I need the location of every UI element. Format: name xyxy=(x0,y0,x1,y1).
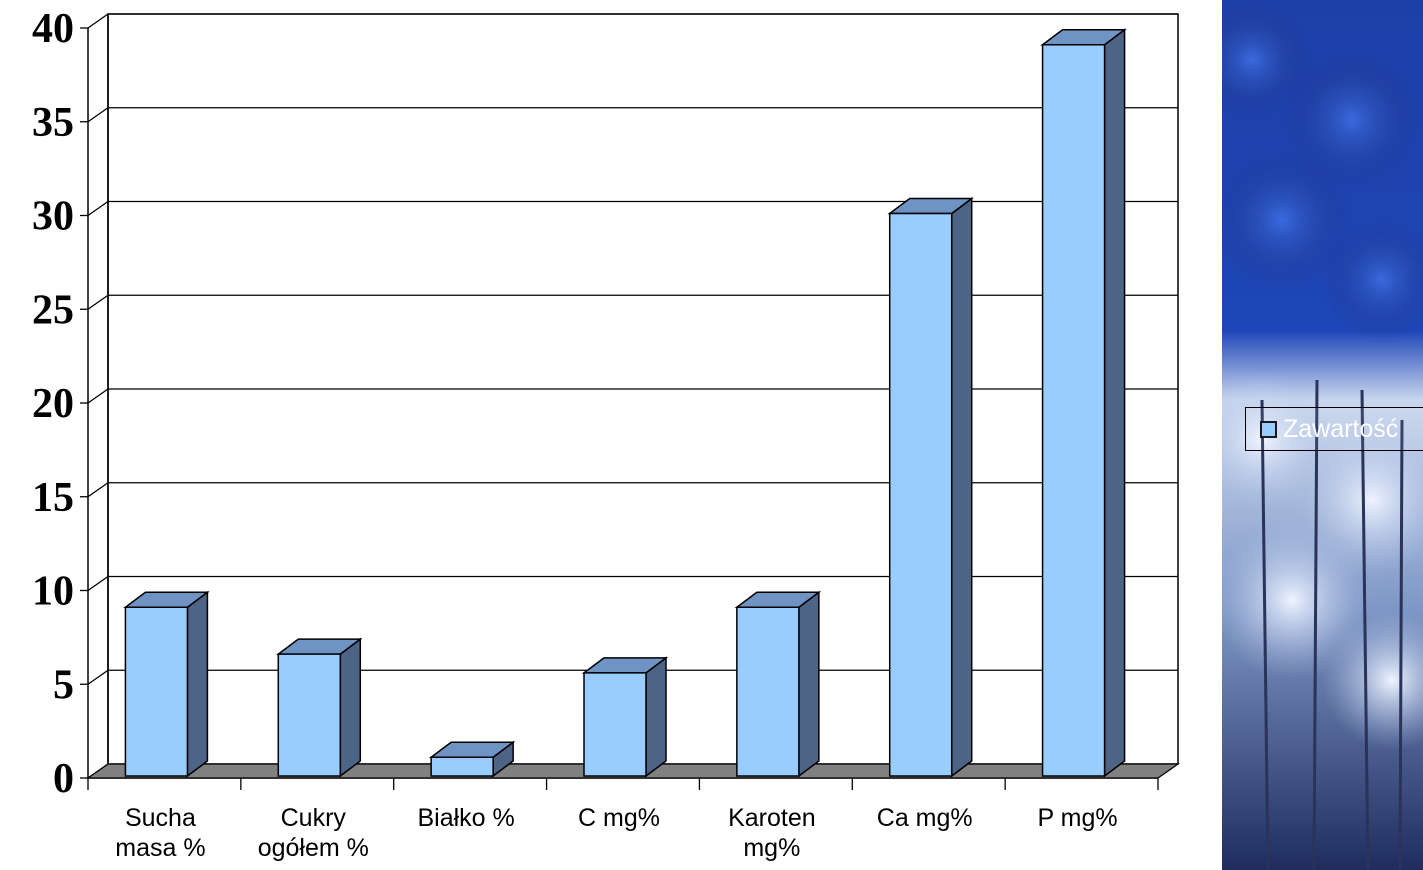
side-wall-line xyxy=(87,482,109,498)
x-tick-label: Białko % xyxy=(418,804,515,832)
bar-side xyxy=(186,590,209,778)
bar xyxy=(581,656,669,778)
bar xyxy=(276,637,363,778)
bar xyxy=(123,590,210,778)
legend-swatch xyxy=(1260,420,1277,438)
y-tick-label: 5 xyxy=(53,662,74,708)
x-tick-label: Karoten mg% xyxy=(728,804,816,862)
bar-front xyxy=(430,756,494,777)
y-tick-label: 35 xyxy=(32,100,74,146)
snowy-forest-photo xyxy=(1222,0,1423,870)
x-tick-label: P mg% xyxy=(1038,804,1118,832)
side-wall-line xyxy=(87,107,109,123)
x-tick-labels: Sucha masa % Cukry ogółem % Białko % C mg% Kar… xyxy=(115,804,1117,862)
side-wall-line xyxy=(87,575,109,592)
bar-side xyxy=(950,197,973,778)
legend: Zawartość xyxy=(1245,407,1423,451)
bar-front xyxy=(736,606,800,777)
bar-side xyxy=(798,590,820,778)
y-tick-labels: 0 5 10 15 20 25 30 35 40 xyxy=(32,6,74,802)
bar-front xyxy=(124,606,189,777)
x-tick-label: Ca mg% xyxy=(877,804,973,832)
side-wall-line xyxy=(87,200,109,217)
y-tick-label: 0 xyxy=(53,756,74,802)
bar-front xyxy=(583,672,647,777)
bar-side xyxy=(339,637,362,778)
side-wall-line xyxy=(87,388,109,404)
bar-chart: 0 5 10 15 20 25 30 35 40 Sucha masa % Cukry ogółem … xyxy=(32,6,1181,862)
y-tick-label: 15 xyxy=(32,475,74,521)
y-tick-label: 20 xyxy=(32,381,74,427)
bar xyxy=(428,740,516,778)
bar-front xyxy=(1041,44,1106,777)
bar xyxy=(734,590,822,778)
side-wall-line xyxy=(87,294,109,310)
gridlines xyxy=(87,13,1179,779)
y-tick-label: 30 xyxy=(32,194,74,240)
bar-side xyxy=(1103,28,1126,778)
y-tick-label: 25 xyxy=(32,287,74,333)
legend-label: Zawartość xyxy=(1283,414,1399,443)
x-tick-label: Sucha masa % xyxy=(115,804,205,862)
bar xyxy=(887,197,974,778)
y-tick-label: 10 xyxy=(32,569,74,615)
bar xyxy=(1040,28,1127,778)
y-tick-label: 40 xyxy=(32,6,74,52)
x-tick-label: C mg% xyxy=(578,804,660,832)
bar-front xyxy=(277,653,342,777)
bar-side xyxy=(645,656,667,778)
x-tick-label: Cukry ogółem % xyxy=(258,804,369,862)
side-wall-line xyxy=(87,669,109,685)
bar-front xyxy=(888,212,953,777)
bars xyxy=(123,28,1127,778)
side-wall-line xyxy=(87,13,109,29)
